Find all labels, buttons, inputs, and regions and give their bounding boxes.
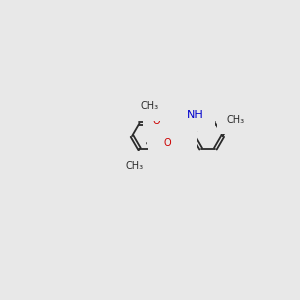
Text: NH: NH bbox=[187, 110, 204, 120]
Text: O: O bbox=[178, 142, 186, 152]
Text: CH₃: CH₃ bbox=[226, 115, 244, 124]
Text: HN: HN bbox=[159, 130, 176, 140]
Text: O: O bbox=[152, 116, 160, 127]
Text: CH₃: CH₃ bbox=[126, 161, 144, 171]
Text: S: S bbox=[158, 127, 165, 137]
Text: O: O bbox=[163, 138, 171, 148]
Text: CH₃: CH₃ bbox=[140, 101, 159, 111]
Text: O: O bbox=[176, 105, 185, 115]
